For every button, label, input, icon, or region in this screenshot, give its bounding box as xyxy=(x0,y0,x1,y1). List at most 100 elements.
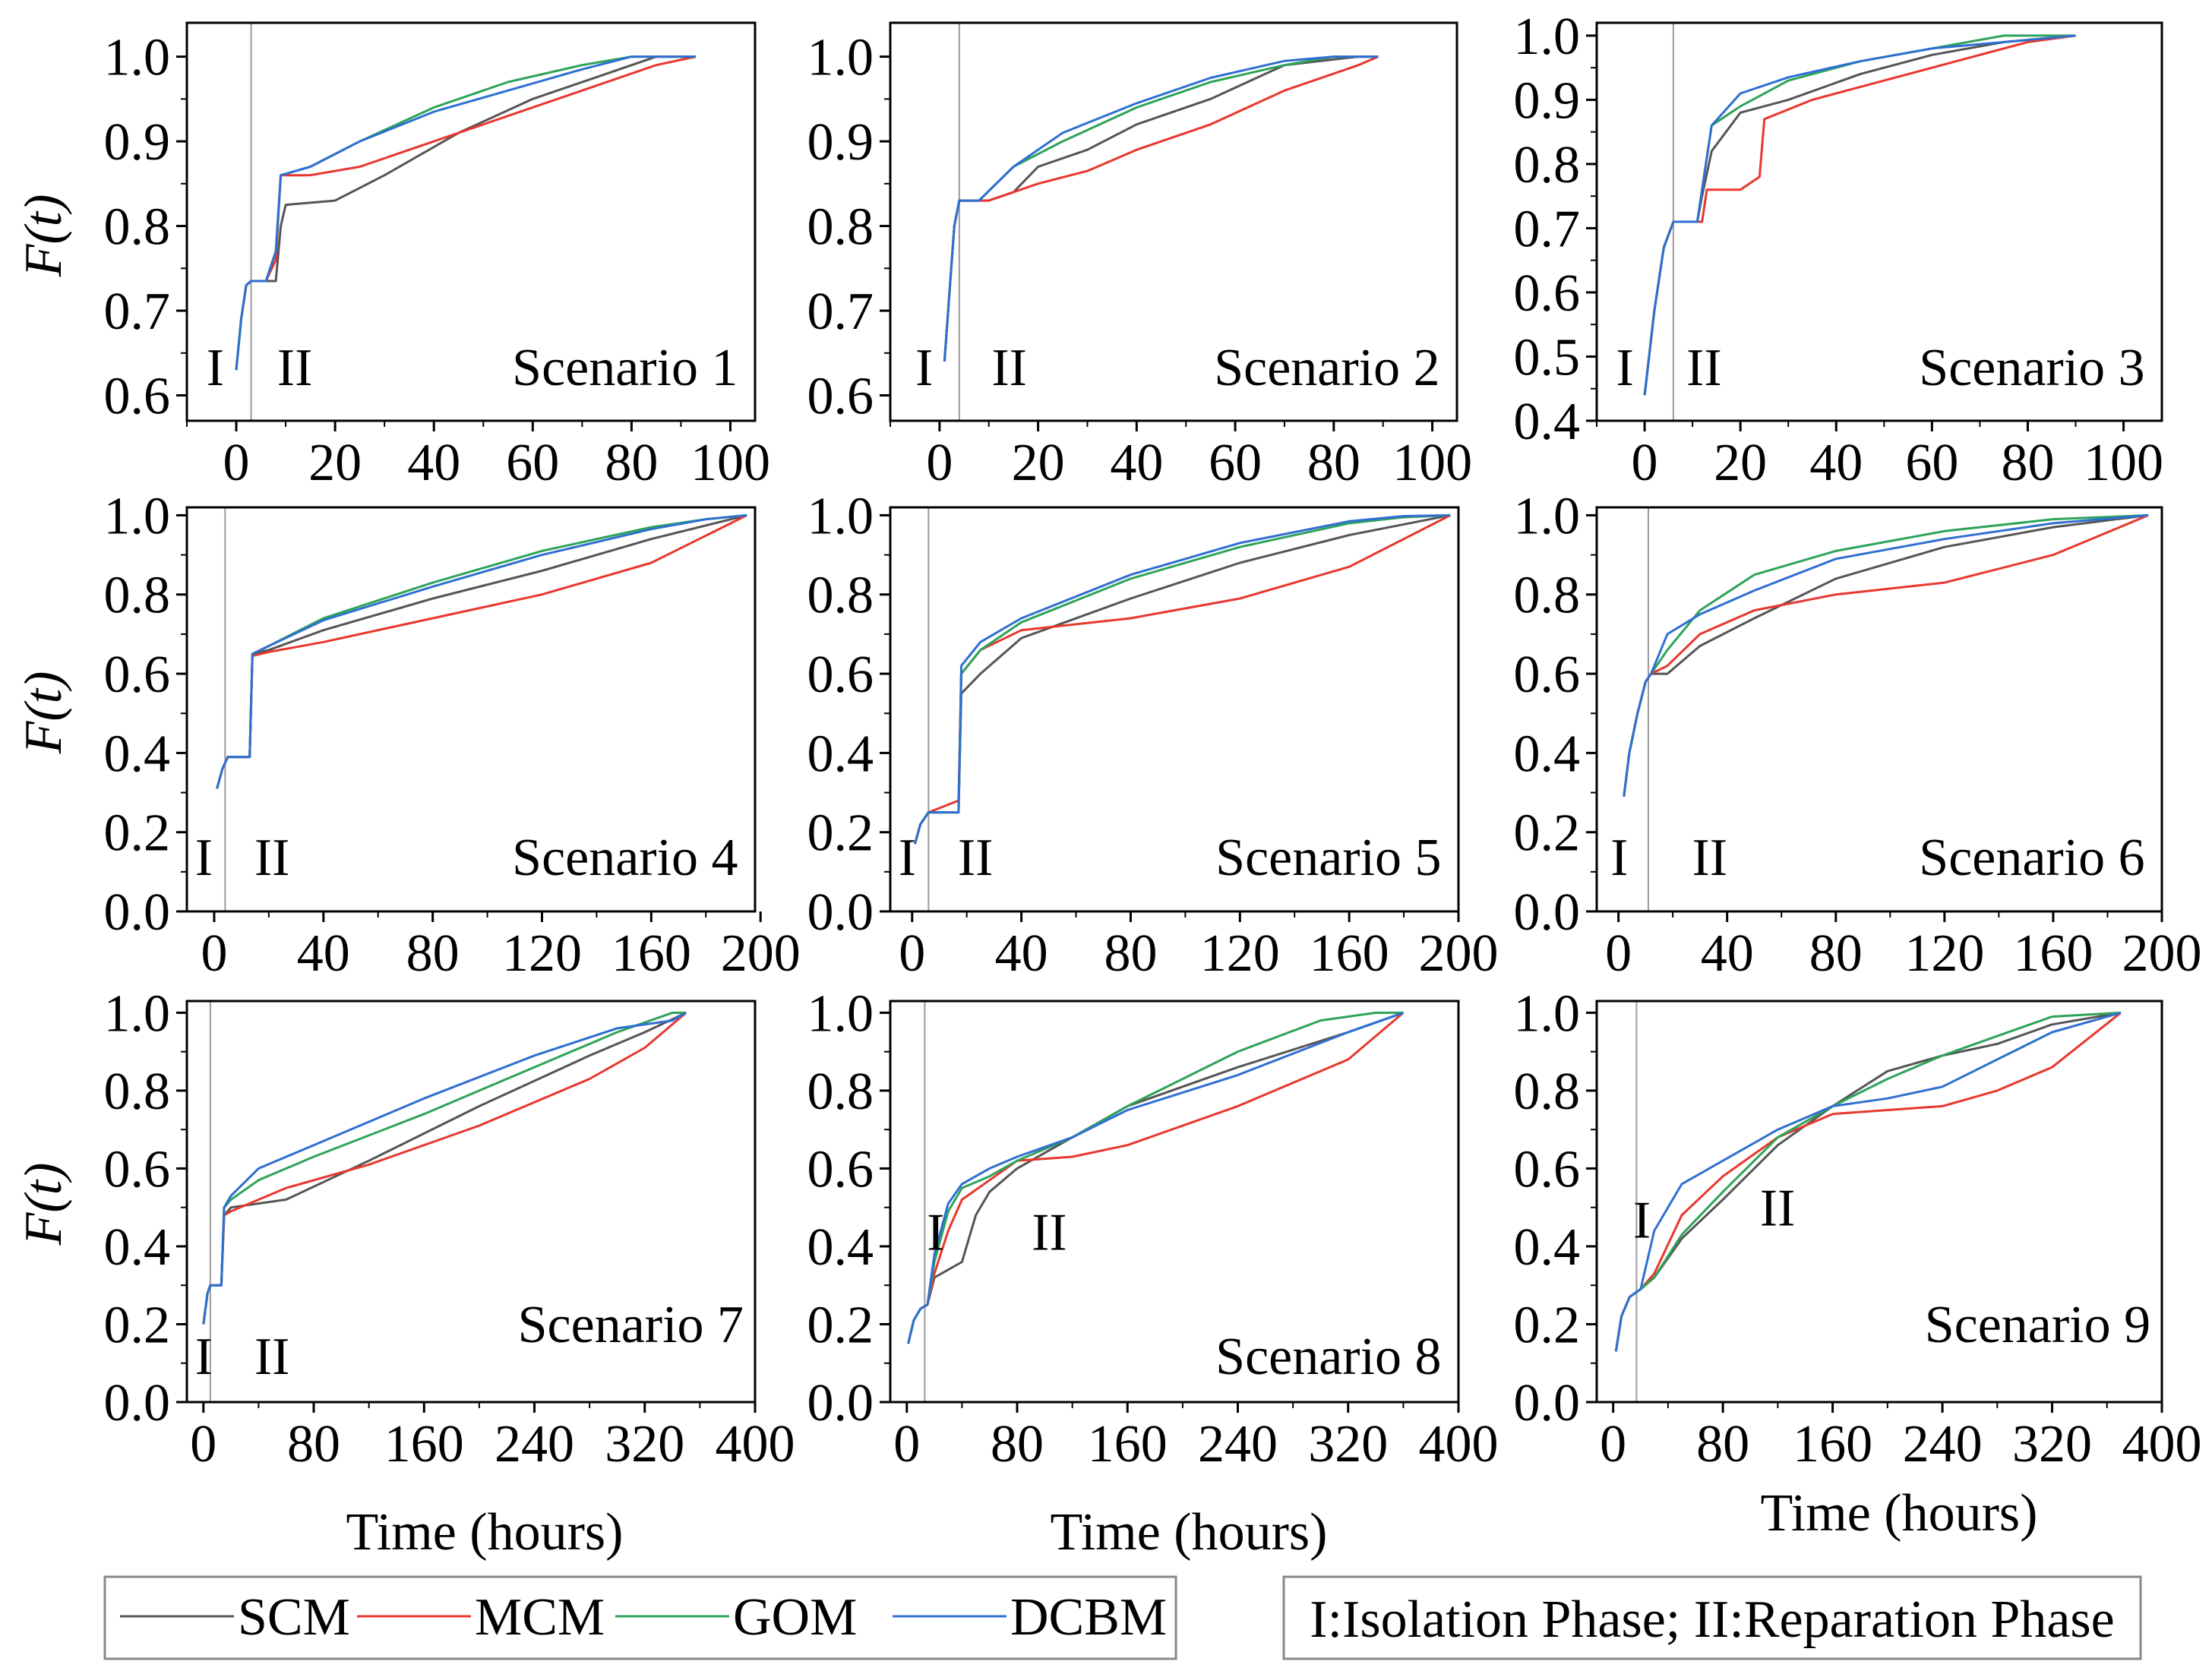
plot-frame xyxy=(889,21,1458,422)
plot-frame xyxy=(889,1000,1460,1404)
x-tick-label: 200 xyxy=(2122,924,2202,983)
x-tick-label: 120 xyxy=(1200,924,1280,983)
y-tick-label: 0.2 xyxy=(807,1296,874,1354)
x-tick-label: 120 xyxy=(1904,924,1984,983)
series-line-dcbm xyxy=(913,513,1451,845)
y-tick-label: 0.2 xyxy=(104,1296,171,1354)
y-axis-title-row3: F(t) xyxy=(14,1163,73,1246)
x-tick-label: 0 xyxy=(223,434,250,492)
series-line-mcm xyxy=(1623,514,2149,797)
y-tick-label: 0.4 xyxy=(1514,393,1581,451)
phase-label-isolation: I xyxy=(207,339,224,397)
series-group xyxy=(235,55,697,371)
series-legend-frame xyxy=(103,1575,1177,1660)
series-line-dcbm xyxy=(943,55,1379,362)
phase-label-reparation: II xyxy=(254,1328,290,1386)
y-tick-label: 0.2 xyxy=(1514,804,1581,863)
x-tick-label: 320 xyxy=(605,1415,684,1473)
y-tick-label: 0.0 xyxy=(1514,883,1581,942)
series-line-gom xyxy=(913,513,1451,845)
x-tick-label: 40 xyxy=(1809,434,1863,492)
phase-label-reparation: II xyxy=(1032,1203,1067,1262)
y-tick-label: 1.0 xyxy=(1514,984,1581,1043)
x-tick-label: 0 xyxy=(190,1415,216,1473)
legend-label-mcm: MCM xyxy=(475,1588,605,1647)
y-tick-label: 0.7 xyxy=(1514,200,1581,258)
phase-label-reparation: II xyxy=(254,829,290,887)
x-tick-label: 80 xyxy=(1307,434,1360,492)
y-tick-label: 0.8 xyxy=(104,1063,171,1121)
y-tick-label: 0.9 xyxy=(1514,71,1581,130)
series-group xyxy=(202,1011,687,1325)
x-tick-label: 0 xyxy=(1632,434,1658,492)
x-tick-label: 400 xyxy=(2122,1415,2202,1473)
y-tick-label: 0.4 xyxy=(1514,725,1581,783)
y-tick-label: 0.0 xyxy=(104,883,171,942)
phase-label-reparation: II xyxy=(1686,339,1722,397)
y-axis-title-row1: F(t) xyxy=(14,194,73,278)
y-tick-label: 0.4 xyxy=(1514,1218,1581,1277)
phase-label-isolation: I xyxy=(899,829,916,887)
x-tick-label: 200 xyxy=(721,924,801,983)
x-tick-label: 160 xyxy=(1793,1415,1872,1473)
y-tick-label: 0.8 xyxy=(1514,136,1581,194)
series-line-gom xyxy=(1623,513,2149,797)
x-tick-label: 160 xyxy=(2013,924,2093,983)
phase-label-isolation: I xyxy=(1610,829,1628,887)
y-tick-label: 0.4 xyxy=(104,725,171,783)
x-tick-label: 160 xyxy=(1088,1415,1168,1473)
x-tick-label: 240 xyxy=(1198,1415,1278,1473)
y-tick-label: 0.2 xyxy=(1514,1296,1581,1354)
legend-label-dcbm: DCBM xyxy=(1010,1588,1167,1647)
series-line-gom xyxy=(907,1011,1404,1344)
y-tick-label: 0.0 xyxy=(1514,1374,1581,1432)
x-tick-label: 160 xyxy=(1310,924,1389,983)
x-tick-label: 400 xyxy=(716,1415,795,1473)
y-tick-label: 0.6 xyxy=(807,368,874,426)
x-tick-label: 60 xyxy=(1905,434,1958,492)
y-tick-label: 1.0 xyxy=(104,487,171,545)
phase-label-isolation: I xyxy=(915,339,933,397)
x-tick-label: 100 xyxy=(2084,434,2163,492)
y-tick-label: 0.6 xyxy=(104,368,171,426)
series-line-dcbm xyxy=(1614,1011,2122,1352)
x-tick-label: 0 xyxy=(893,1415,920,1473)
series-group xyxy=(216,513,747,789)
scenario-label: Scenario 3 xyxy=(1919,339,2144,397)
x-tick-label: 100 xyxy=(690,434,770,492)
scenario-label: Scenario 1 xyxy=(512,339,738,397)
x-tick-label: 400 xyxy=(1419,1415,1499,1473)
y-tick-label: 1.0 xyxy=(104,984,171,1043)
x-tick-label: 80 xyxy=(1104,924,1157,983)
series-group xyxy=(913,513,1451,845)
scenario-label: Scenario 9 xyxy=(1925,1296,2150,1354)
x-tick-label: 40 xyxy=(995,924,1048,983)
x-tick-label: 60 xyxy=(506,434,559,492)
series-group xyxy=(943,55,1379,362)
x-tick-label: 80 xyxy=(287,1415,340,1473)
y-tick-label: 1.0 xyxy=(1514,8,1581,66)
phase-label-isolation: I xyxy=(1633,1192,1651,1250)
y-tick-label: 0.8 xyxy=(104,567,171,625)
phase-legend: I:Isolation Phase; II:Reparation Phase xyxy=(1282,1575,2142,1660)
x-tick-label: 0 xyxy=(1600,1415,1626,1473)
phase-label-reparation: II xyxy=(277,339,313,397)
y-tick-label: 0.5 xyxy=(1514,328,1581,387)
series-line-dcbm xyxy=(1623,513,2149,797)
plot-frame xyxy=(185,21,757,422)
x-tick-label: 80 xyxy=(1809,924,1863,983)
series-line-gom xyxy=(216,513,747,789)
scenario-label: Scenario 4 xyxy=(512,829,738,887)
phase-label-isolation: I xyxy=(1616,339,1634,397)
phase-label-isolation: I xyxy=(195,829,213,887)
y-tick-label: 1.0 xyxy=(104,29,171,87)
y-tick-label: 1.0 xyxy=(807,29,874,87)
x-tick-label: 160 xyxy=(611,924,691,983)
x-tick-label: 20 xyxy=(308,434,362,492)
